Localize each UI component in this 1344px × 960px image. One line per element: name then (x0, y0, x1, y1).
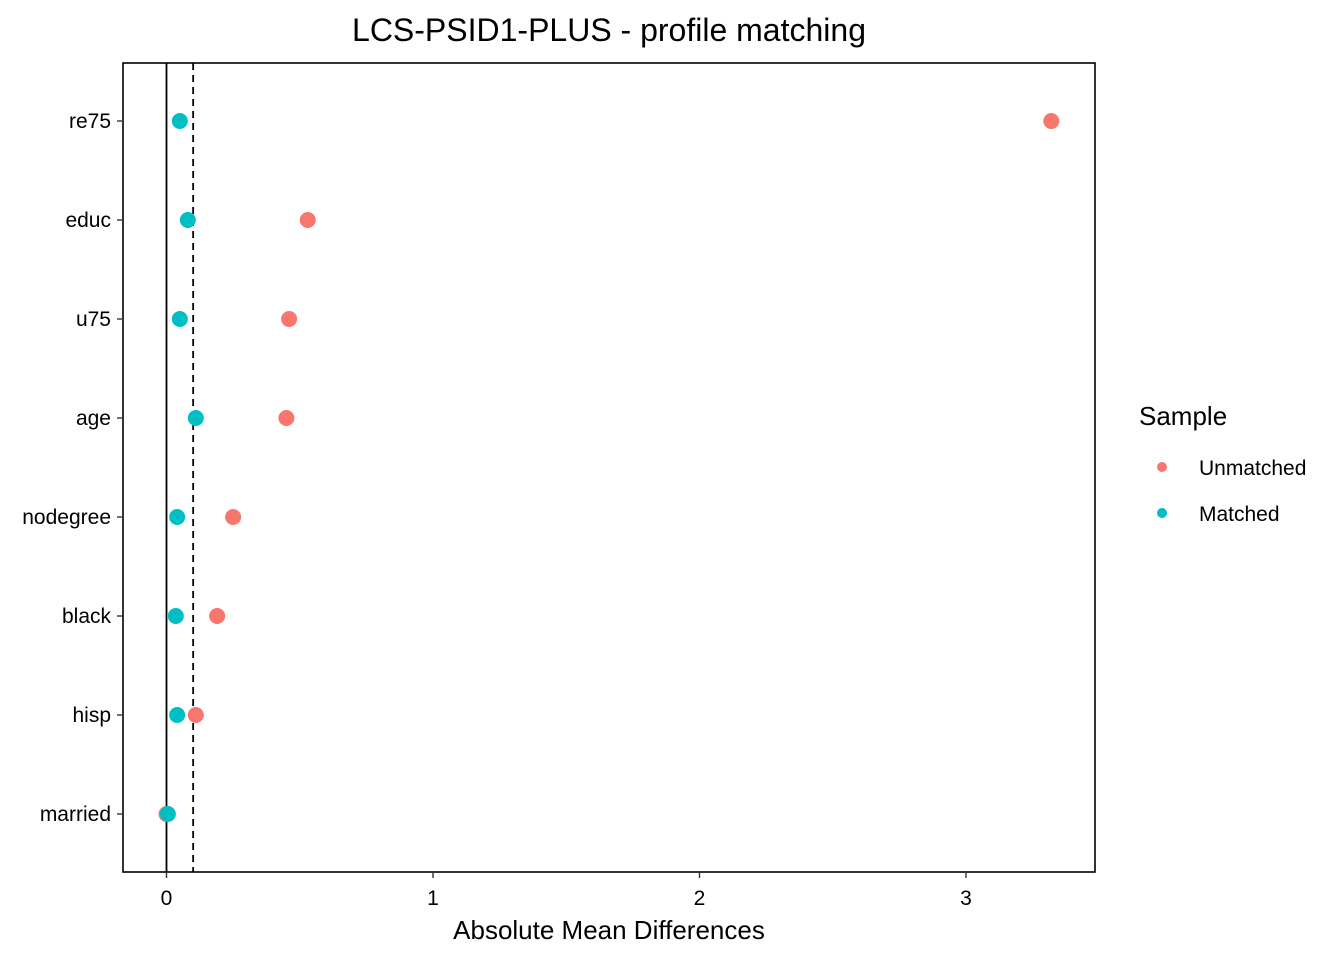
unmatched-point-educ (299, 212, 316, 228)
plot-panel (122, 62, 1096, 873)
matched-point-re75 (171, 113, 188, 129)
y-tick-label: nodegree (22, 506, 111, 529)
unmatched-point-age (278, 410, 295, 426)
y-tick-label: black (62, 605, 112, 628)
legend-key-unmatched (1157, 462, 1167, 472)
matched-point-married (159, 806, 176, 822)
matched-point-u75 (171, 311, 188, 327)
y-tick-label: hisp (72, 704, 111, 727)
unmatched-point-hisp (187, 707, 204, 723)
x-tick-label: 0 (161, 887, 173, 910)
y-tick-label: age (76, 407, 111, 430)
unmatched-point-u75 (281, 311, 298, 327)
x-axis-title: Absolute Mean Differences (453, 915, 765, 945)
x-tick-label: 3 (960, 887, 972, 910)
unmatched-point-nodegree (225, 509, 242, 525)
y-tick-label: u75 (76, 308, 111, 331)
x-tick-label: 2 (694, 887, 706, 910)
legend-label-matched: Matched (1199, 503, 1280, 526)
y-axis: re75 educ u75 age nodegree black hisp married (22, 110, 123, 826)
matched-point-educ (179, 212, 196, 228)
unmatched-point-black (209, 608, 226, 624)
x-axis: 0 1 2 3 (161, 872, 972, 910)
data-points (158, 113, 1060, 822)
y-tick-label: re75 (69, 110, 111, 133)
matched-point-black (167, 608, 184, 624)
legend-label-unmatched: Unmatched (1199, 457, 1306, 480)
unmatched-point-re75 (1043, 113, 1060, 129)
chart-title: LCS-PSID1-PLUS - profile matching (352, 12, 866, 48)
reference-lines (165, 63, 195, 872)
legend-key-matched (1157, 508, 1167, 518)
legend-title: Sample (1139, 401, 1227, 431)
y-tick-label: educ (65, 209, 111, 232)
matched-point-hisp (169, 707, 186, 723)
matched-point-nodegree (169, 509, 186, 525)
legend: Sample Unmatched Matched (1139, 401, 1306, 526)
x-tick-label: 1 (427, 887, 439, 910)
y-tick-label: married (40, 803, 111, 826)
matched-point-age (187, 410, 204, 426)
